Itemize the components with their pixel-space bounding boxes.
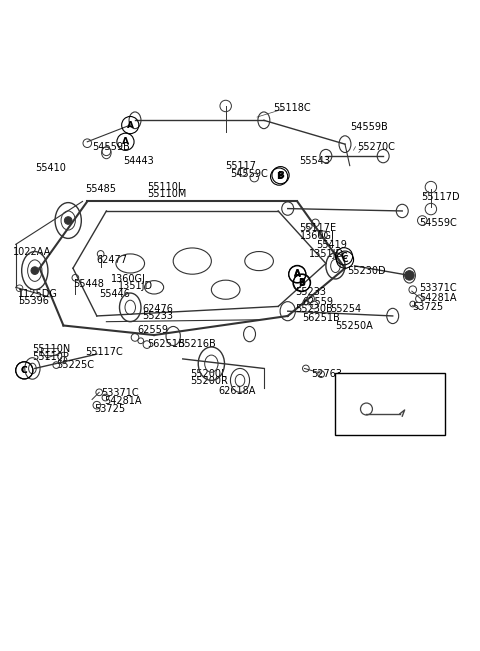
Text: 55543: 55543	[300, 156, 331, 166]
Text: 55419: 55419	[316, 240, 347, 251]
Text: B: B	[277, 171, 284, 180]
Text: 1360GJ: 1360GJ	[111, 273, 146, 284]
Text: 55117C: 55117C	[85, 347, 123, 357]
Text: 53371C: 53371C	[102, 388, 139, 398]
Text: 55117D: 55117D	[421, 191, 460, 202]
Text: 55230B: 55230B	[295, 304, 333, 314]
Text: 54559C: 54559C	[230, 169, 268, 179]
Text: 53371C: 53371C	[419, 283, 456, 294]
Text: 55110M: 55110M	[147, 189, 186, 199]
Text: 53725: 53725	[412, 302, 443, 312]
Text: 54281A: 54281A	[104, 396, 142, 406]
FancyBboxPatch shape	[336, 373, 445, 436]
Text: 54281A: 54281A	[419, 293, 456, 303]
Text: A: A	[127, 120, 134, 130]
Text: 55233: 55233	[142, 311, 173, 321]
Text: 55485: 55485	[85, 184, 116, 195]
Text: 55254: 55254	[331, 304, 362, 314]
Text: 56251B: 56251B	[302, 313, 340, 324]
Text: B: B	[299, 278, 305, 287]
Text: A: A	[122, 137, 129, 146]
Text: C: C	[341, 252, 348, 261]
Text: 55446: 55446	[99, 290, 130, 299]
Text: 55110L: 55110L	[147, 182, 183, 192]
Text: B: B	[298, 279, 305, 288]
Text: B: B	[276, 172, 283, 181]
Text: 53725: 53725	[95, 404, 126, 414]
Text: 55118C: 55118C	[274, 104, 311, 113]
Text: 55270C: 55270C	[357, 141, 395, 152]
Text: 52763: 52763	[312, 369, 343, 379]
Text: A: A	[294, 270, 301, 279]
Text: 55117: 55117	[226, 161, 257, 171]
Text: 55200L: 55200L	[190, 369, 227, 379]
Text: 55230D: 55230D	[348, 266, 386, 275]
Text: 62476: 62476	[142, 304, 173, 314]
Text: 54559C: 54559C	[419, 218, 456, 228]
Text: 1022AA: 1022AA	[13, 247, 51, 256]
Text: 55233: 55233	[295, 287, 326, 297]
Circle shape	[64, 217, 72, 225]
Text: 55410: 55410	[35, 163, 66, 173]
Text: 1351JD: 1351JD	[118, 281, 154, 292]
Text: C: C	[21, 366, 28, 375]
Text: 56251B: 56251B	[147, 339, 185, 349]
Text: 62559: 62559	[137, 326, 168, 335]
Text: C: C	[21, 366, 28, 375]
Text: 62477: 62477	[97, 255, 128, 265]
Text: 54443: 54443	[123, 156, 154, 166]
Circle shape	[31, 267, 38, 275]
Text: 55117E: 55117E	[300, 223, 337, 232]
Text: 55200R: 55200R	[190, 376, 228, 386]
Text: 54394A: 54394A	[364, 390, 401, 400]
Text: 55110P: 55110P	[33, 352, 69, 361]
Text: 55216B: 55216B	[178, 339, 216, 349]
Text: 54559B: 54559B	[350, 122, 387, 132]
Text: 1360GJ: 1360GJ	[300, 231, 335, 241]
Text: 1351JD: 1351JD	[309, 249, 344, 259]
Text: C: C	[342, 255, 348, 264]
Text: 55396: 55396	[18, 296, 49, 306]
Text: 55448: 55448	[73, 279, 104, 289]
Text: 62618A: 62618A	[218, 386, 256, 396]
Circle shape	[405, 271, 414, 280]
Text: 54559B: 54559B	[92, 141, 130, 152]
Text: 1125DG: 1125DG	[18, 288, 58, 299]
Text: 55225C: 55225C	[56, 359, 94, 370]
Text: 62559: 62559	[302, 297, 333, 307]
Text: A: A	[294, 270, 301, 279]
Text: 55110N: 55110N	[33, 344, 71, 354]
Text: 55250A: 55250A	[336, 322, 373, 331]
